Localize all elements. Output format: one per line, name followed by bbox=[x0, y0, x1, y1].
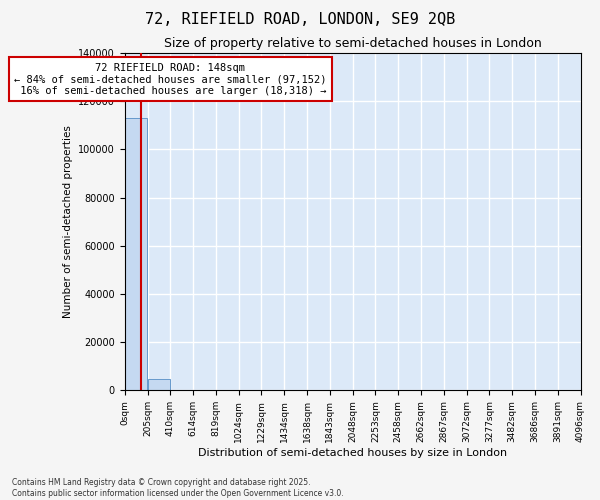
Text: Contains HM Land Registry data © Crown copyright and database right 2025.
Contai: Contains HM Land Registry data © Crown c… bbox=[12, 478, 344, 498]
X-axis label: Distribution of semi-detached houses by size in London: Distribution of semi-detached houses by … bbox=[198, 448, 507, 458]
Bar bbox=[148, 378, 170, 390]
Text: 72 RIEFIELD ROAD: 148sqm
← 84% of semi-detached houses are smaller (97,152)
 16%: 72 RIEFIELD ROAD: 148sqm ← 84% of semi-d… bbox=[14, 62, 326, 96]
Y-axis label: Number of semi-detached properties: Number of semi-detached properties bbox=[62, 125, 73, 318]
Bar bbox=[125, 118, 147, 390]
Title: Size of property relative to semi-detached houses in London: Size of property relative to semi-detach… bbox=[164, 38, 541, 51]
Text: 72, RIEFIELD ROAD, LONDON, SE9 2QB: 72, RIEFIELD ROAD, LONDON, SE9 2QB bbox=[145, 12, 455, 28]
